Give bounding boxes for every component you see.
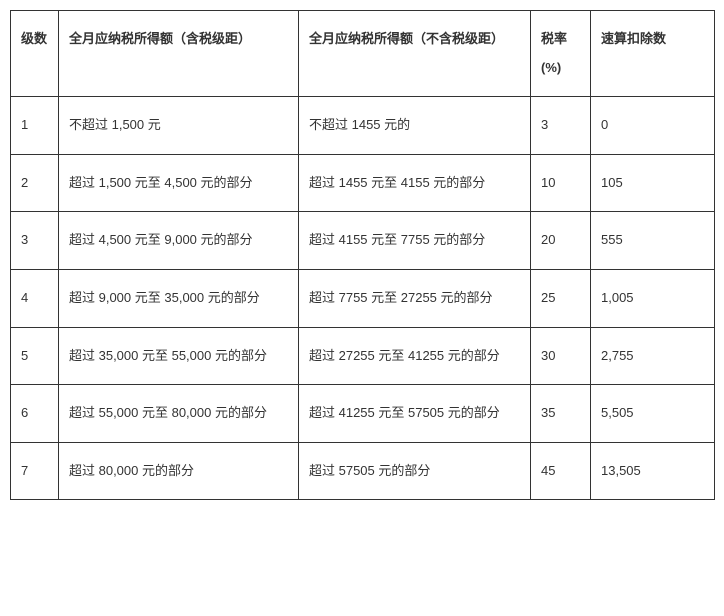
cell-deduction: 5,505 <box>591 385 715 443</box>
cell-deduction: 13,505 <box>591 442 715 500</box>
cell-level: 3 <box>11 212 59 270</box>
header-taxable-exclusive: 全月应纳税所得额（不含税级距） <box>299 11 531 97</box>
cell-exclusive: 超过 4155 元至 7755 元的部分 <box>299 212 531 270</box>
cell-deduction: 1,005 <box>591 269 715 327</box>
cell-inclusive: 超过 1,500 元至 4,500 元的部分 <box>59 154 299 212</box>
cell-deduction: 2,755 <box>591 327 715 385</box>
cell-level: 1 <box>11 97 59 155</box>
table-header-row: 级数 全月应纳税所得额（含税级距） 全月应纳税所得额（不含税级距） 税率(%) … <box>11 11 715 97</box>
tax-bracket-table: 级数 全月应纳税所得额（含税级距） 全月应纳税所得额（不含税级距） 税率(%) … <box>10 10 715 500</box>
cell-level: 6 <box>11 385 59 443</box>
cell-rate: 25 <box>531 269 591 327</box>
cell-level: 2 <box>11 154 59 212</box>
cell-inclusive: 超过 4,500 元至 9,000 元的部分 <box>59 212 299 270</box>
cell-inclusive: 超过 9,000 元至 35,000 元的部分 <box>59 269 299 327</box>
header-taxable-inclusive: 全月应纳税所得额（含税级距） <box>59 11 299 97</box>
cell-level: 5 <box>11 327 59 385</box>
cell-deduction: 555 <box>591 212 715 270</box>
cell-exclusive: 超过 41255 元至 57505 元的部分 <box>299 385 531 443</box>
cell-level: 4 <box>11 269 59 327</box>
cell-rate: 3 <box>531 97 591 155</box>
table-row: 1 不超过 1,500 元 不超过 1455 元的 3 0 <box>11 97 715 155</box>
cell-exclusive: 超过 1455 元至 4155 元的部分 <box>299 154 531 212</box>
cell-rate: 35 <box>531 385 591 443</box>
table-row: 4 超过 9,000 元至 35,000 元的部分 超过 7755 元至 272… <box>11 269 715 327</box>
cell-exclusive: 超过 7755 元至 27255 元的部分 <box>299 269 531 327</box>
cell-deduction: 0 <box>591 97 715 155</box>
table-row: 6 超过 55,000 元至 80,000 元的部分 超过 41255 元至 5… <box>11 385 715 443</box>
table-row: 2 超过 1,500 元至 4,500 元的部分 超过 1455 元至 4155… <box>11 154 715 212</box>
table-row: 7 超过 80,000 元的部分 超过 57505 元的部分 45 13,505 <box>11 442 715 500</box>
table-row: 5 超过 35,000 元至 55,000 元的部分 超过 27255 元至 4… <box>11 327 715 385</box>
cell-rate: 30 <box>531 327 591 385</box>
cell-rate: 20 <box>531 212 591 270</box>
table-row: 3 超过 4,500 元至 9,000 元的部分 超过 4155 元至 7755… <box>11 212 715 270</box>
cell-rate: 10 <box>531 154 591 212</box>
cell-exclusive: 不超过 1455 元的 <box>299 97 531 155</box>
cell-exclusive: 超过 57505 元的部分 <box>299 442 531 500</box>
cell-inclusive: 超过 80,000 元的部分 <box>59 442 299 500</box>
header-rate: 税率(%) <box>531 11 591 97</box>
cell-inclusive: 不超过 1,500 元 <box>59 97 299 155</box>
cell-level: 7 <box>11 442 59 500</box>
cell-exclusive: 超过 27255 元至 41255 元的部分 <box>299 327 531 385</box>
cell-inclusive: 超过 55,000 元至 80,000 元的部分 <box>59 385 299 443</box>
cell-inclusive: 超过 35,000 元至 55,000 元的部分 <box>59 327 299 385</box>
header-level: 级数 <box>11 11 59 97</box>
cell-deduction: 105 <box>591 154 715 212</box>
header-deduction: 速算扣除数 <box>591 11 715 97</box>
cell-rate: 45 <box>531 442 591 500</box>
